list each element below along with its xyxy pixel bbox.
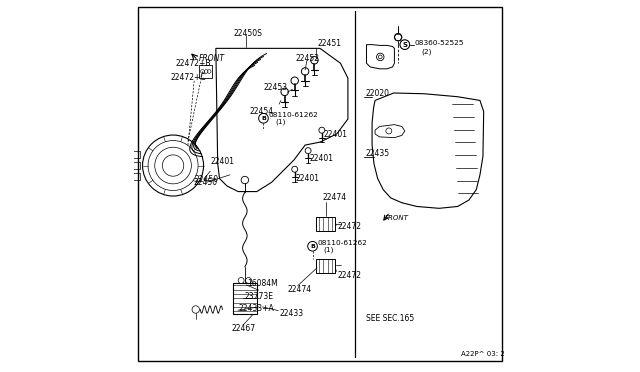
Text: 22452: 22452 [296, 54, 320, 63]
Text: FRONT: FRONT [385, 215, 408, 221]
Text: 22401: 22401 [296, 174, 319, 183]
Text: 16084M: 16084M [248, 279, 278, 288]
Text: S: S [403, 42, 407, 48]
Text: 22453: 22453 [264, 83, 287, 92]
Text: 22454: 22454 [250, 107, 273, 116]
Text: 22401: 22401 [324, 130, 348, 139]
Text: 22472+B: 22472+B [175, 59, 211, 68]
Text: 22474: 22474 [323, 193, 347, 202]
Text: 22472: 22472 [338, 222, 362, 231]
Text: SEE SEC.165: SEE SEC.165 [367, 314, 415, 323]
Bar [316, 217, 335, 231]
Bar [132, 173, 140, 180]
Text: 22435: 22435 [365, 149, 389, 158]
Text: 22401: 22401 [310, 154, 333, 163]
Text: (1): (1) [324, 247, 334, 253]
Text: FRONT: FRONT [199, 54, 225, 63]
Text: 23773E: 23773E [244, 292, 273, 301]
Text: 22451: 22451 [317, 39, 341, 48]
Text: 08110-61262: 08110-61262 [269, 112, 319, 118]
Text: 22433+A: 22433+A [239, 304, 275, 313]
Text: B: B [261, 116, 266, 121]
Text: 22401: 22401 [211, 157, 234, 166]
Text: 22450S: 22450S [234, 29, 262, 38]
Bar [199, 65, 212, 78]
Text: 22020: 22020 [365, 89, 389, 98]
Text: (2): (2) [422, 48, 432, 55]
Bar [132, 162, 140, 169]
Text: 22472+C: 22472+C [170, 73, 206, 81]
Bar [132, 151, 140, 158]
Text: 08110-61262: 08110-61262 [318, 240, 367, 246]
Text: 22472: 22472 [338, 271, 362, 280]
Text: 22450: 22450 [193, 178, 218, 187]
Text: 22474: 22474 [287, 285, 312, 294]
Text: (1): (1) [275, 119, 286, 125]
Text: 22433: 22433 [279, 310, 303, 318]
Text: 22450: 22450 [195, 175, 218, 184]
Bar [233, 283, 257, 314]
Bar [316, 259, 335, 273]
Text: 22467: 22467 [232, 324, 255, 333]
Text: 08360-52525: 08360-52525 [414, 40, 463, 46]
Text: B: B [310, 244, 315, 249]
Text: A22P^ 03: 2: A22P^ 03: 2 [461, 351, 505, 357]
